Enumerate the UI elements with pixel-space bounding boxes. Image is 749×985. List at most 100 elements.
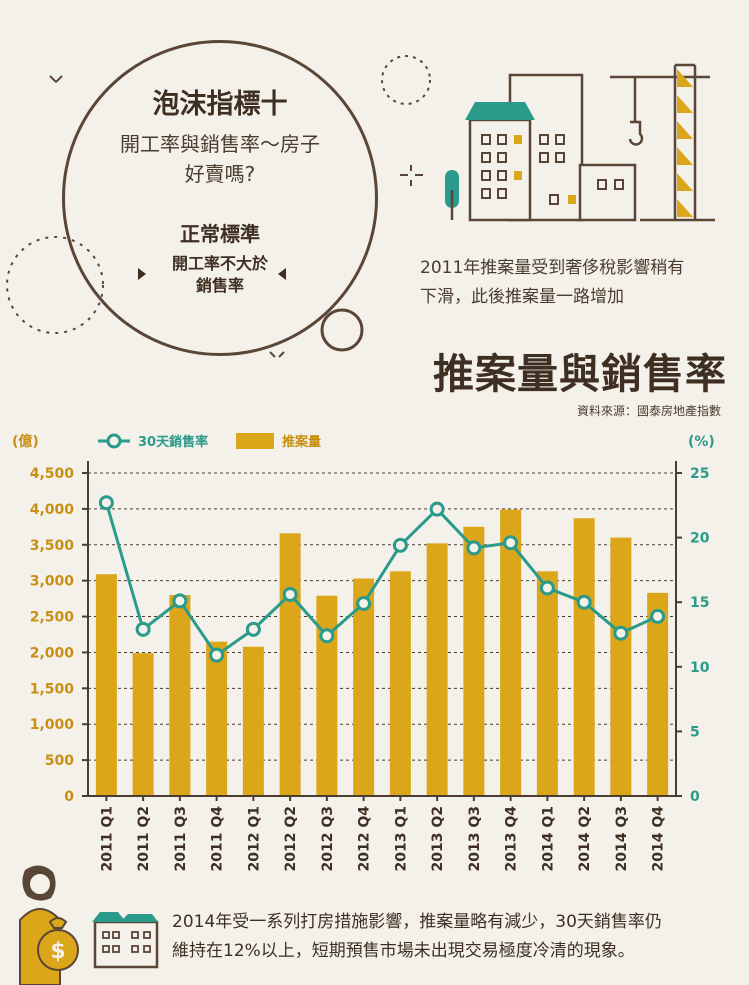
x-tick-label: 2014 Q1 — [540, 806, 556, 871]
svg-text:$: $ — [50, 939, 65, 964]
bar — [536, 571, 558, 796]
line-point — [172, 593, 188, 609]
axes: 0 500 1,000 1,500 2,000 2,500 3,000 3,500 4,000 4… — [30, 461, 710, 871]
line-point — [466, 540, 482, 556]
left-tick-label: 3,500 — [30, 538, 75, 554]
left-tick-label: 1,000 — [30, 717, 75, 733]
line-point — [650, 608, 666, 624]
line-point — [319, 628, 335, 644]
line-series — [98, 495, 666, 663]
x-tick-label: 2011 Q4 — [210, 806, 226, 872]
right-axis-unit: (%) — [688, 434, 715, 450]
bar — [647, 592, 669, 796]
bottom-note: 2014年受一系列打房措施影響，推案量略有減少，30天銷售率仍 維持在12%以上… — [172, 908, 742, 966]
line-point — [282, 586, 298, 602]
right-tick-label: 20 — [690, 531, 710, 547]
building-small-icon — [92, 912, 159, 969]
left-axis-unit: (億) — [12, 433, 39, 450]
line-point — [503, 535, 519, 551]
right-tick-label: 10 — [690, 660, 710, 676]
x-tick-label: 2014 Q4 — [651, 806, 667, 872]
x-tick-label: 2014 Q3 — [614, 806, 630, 871]
legend-bar-label: 推案量 — [282, 434, 321, 450]
bottom-illustration: $ — [19, 865, 159, 985]
bar — [353, 578, 375, 796]
sparkle-icon-3 — [269, 351, 285, 358]
money-bag-icon: $ — [37, 917, 79, 971]
x-tick-label: 2012 Q4 — [357, 806, 373, 872]
legend-line-label: 30天銷售率 — [138, 434, 208, 450]
line-point — [539, 580, 555, 596]
legend: (億) 30天銷售率 推案量 (%) — [12, 433, 715, 450]
bubble-criterion-1: 開工率不大於 — [171, 254, 268, 273]
legend-bar-swatch — [236, 433, 274, 449]
bar — [573, 518, 595, 796]
bubble-standard-label: 正常標準 — [180, 222, 260, 246]
chart-title: 推案量與銷售率 — [433, 350, 727, 398]
left-tick-label: 500 — [45, 753, 74, 769]
left-tick-label: 0 — [64, 789, 74, 805]
line-point — [245, 621, 261, 637]
left-tick-label: 3,000 — [30, 574, 75, 590]
line-point — [356, 595, 372, 611]
left-tick-label: 2,000 — [30, 645, 75, 661]
top-note-line-2: 下滑，此後推案量一路增加 — [420, 287, 624, 307]
line-point — [98, 495, 114, 511]
line-point — [576, 594, 592, 610]
bubble-title: 泡沫指標十 — [152, 89, 288, 120]
bar — [279, 533, 301, 796]
bottom-note-line-2: 維持在12%以上，短期預售市場未出現交易極度冷清的現象。 — [172, 941, 635, 961]
sparkle-icon-2 — [400, 165, 423, 186]
top-note-line-1: 2011年推案量受到奢侈稅影響稍有 — [420, 258, 685, 278]
bar — [132, 653, 154, 796]
line-point — [429, 501, 445, 517]
bubble-line-2: 好賣嗎? — [184, 162, 256, 186]
top-note: 2011年推案量受到奢侈稅影響稍有 下滑，此後推案量一路增加 — [420, 254, 740, 312]
x-tick-label: 2011 Q1 — [99, 806, 115, 871]
circle-icon — [320, 308, 364, 352]
x-tick-label: 2013 Q2 — [430, 806, 446, 871]
bar — [463, 526, 485, 796]
decor-doodles — [6, 55, 431, 358]
chart-source: 資料來源：國泰房地產指數 — [576, 404, 721, 418]
bubble-line-1: 開工率與銷售率～房子 — [120, 132, 320, 156]
line-point — [392, 537, 408, 553]
left-tick-label: 4,500 — [30, 466, 75, 482]
bar — [610, 537, 632, 796]
right-tick-label: 5 — [690, 724, 700, 740]
bar — [426, 543, 448, 796]
info-bubble — [62, 40, 378, 356]
sales-rate-line — [104, 502, 659, 658]
x-tick-label: 2011 Q2 — [136, 806, 152, 871]
bar — [389, 571, 411, 796]
bar — [206, 641, 228, 796]
tree-icon — [445, 170, 459, 220]
right-tick-label: 0 — [690, 789, 700, 805]
right-tick-label: 15 — [690, 595, 709, 611]
bubble-criterion-2: 銷售率 — [195, 276, 244, 295]
x-tick-label: 2012 Q1 — [246, 806, 262, 871]
sparkle-icon — [49, 75, 63, 83]
bar — [316, 595, 338, 796]
bar — [500, 509, 522, 796]
dotted-circle-large-icon — [6, 236, 104, 334]
x-tick-label: 2013 Q1 — [393, 806, 409, 871]
roof-icon — [465, 102, 535, 120]
line-point — [135, 621, 151, 637]
x-tick-label: 2012 Q3 — [320, 806, 336, 871]
dotted-circle-small-icon — [381, 55, 431, 105]
left-tick-label: 4,000 — [30, 502, 75, 518]
x-tick-label: 2013 Q3 — [467, 806, 483, 871]
line-point — [613, 625, 629, 641]
x-tick-label: 2011 Q3 — [173, 806, 189, 871]
chart: 0 500 1,000 1,500 2,000 2,500 3,000 3,500 4,000 4… — [12, 433, 715, 871]
right-tick-label: 25 — [690, 466, 709, 482]
bar — [242, 646, 264, 796]
line-point — [209, 647, 225, 663]
legend-line-marker — [106, 433, 122, 449]
buildings-crane-illustration — [445, 63, 715, 222]
crane-icon — [610, 63, 715, 222]
arrow-marks-icon — [138, 268, 286, 280]
bar — [169, 595, 191, 796]
x-tick-label: 2014 Q2 — [577, 806, 593, 871]
